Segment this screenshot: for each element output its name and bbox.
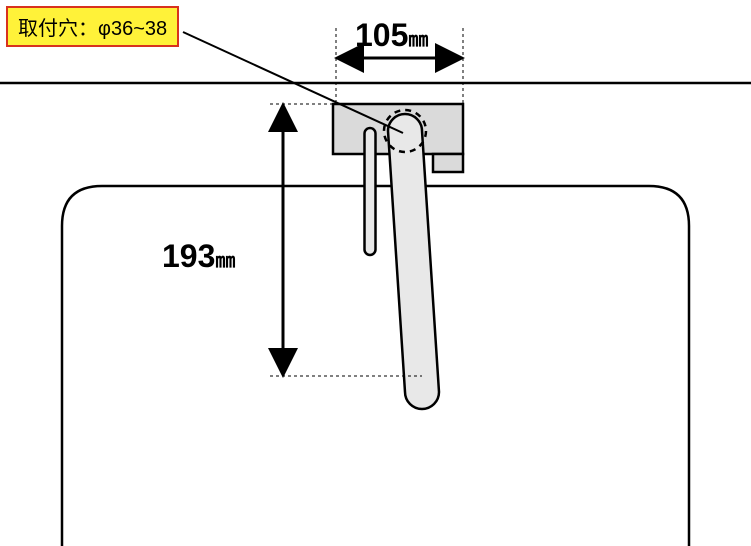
faucet-step bbox=[433, 154, 463, 172]
dim-height-label: 193㎜ bbox=[162, 238, 235, 274]
spout bbox=[365, 128, 376, 255]
mounting-hole-callout: 取付穴：φ36~38 bbox=[6, 6, 179, 47]
faucet-handle bbox=[388, 114, 439, 409]
dim-width-label: 105㎜ bbox=[355, 17, 428, 53]
